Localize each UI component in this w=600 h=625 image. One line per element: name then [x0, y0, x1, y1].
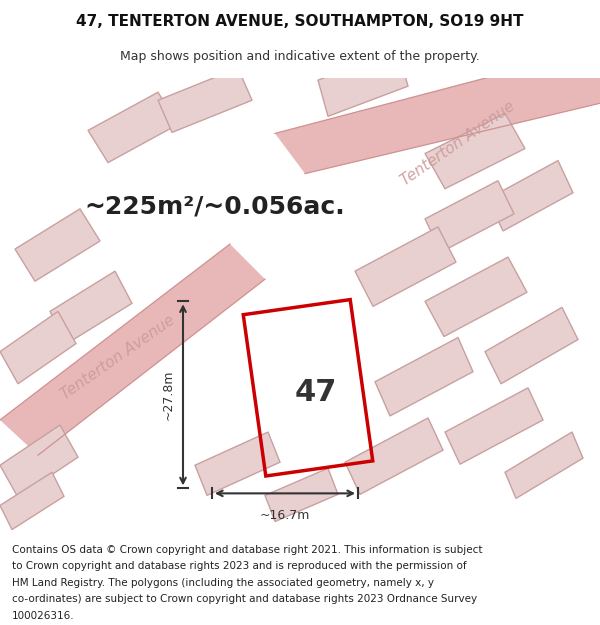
Polygon shape: [0, 311, 76, 384]
Text: 100026316.: 100026316.: [12, 611, 74, 621]
Text: ~225m²/~0.056ac.: ~225m²/~0.056ac.: [85, 195, 346, 219]
Text: Tenterton Avenue: Tenterton Avenue: [58, 312, 178, 402]
Polygon shape: [158, 68, 252, 132]
Text: 47: 47: [295, 378, 337, 408]
Polygon shape: [425, 113, 525, 189]
Text: ~16.7m: ~16.7m: [260, 509, 310, 522]
Text: Map shows position and indicative extent of the property.: Map shows position and indicative extent…: [120, 50, 480, 62]
Text: Tenterton Avenue: Tenterton Avenue: [398, 99, 518, 189]
Polygon shape: [425, 257, 527, 336]
Polygon shape: [375, 338, 473, 416]
Polygon shape: [195, 432, 280, 496]
Polygon shape: [505, 432, 583, 498]
Polygon shape: [50, 271, 132, 344]
Polygon shape: [345, 418, 443, 494]
Polygon shape: [355, 227, 456, 306]
Text: Contains OS data © Crown copyright and database right 2021. This information is : Contains OS data © Crown copyright and d…: [12, 545, 482, 555]
Text: to Crown copyright and database rights 2023 and is reproduced with the permissio: to Crown copyright and database rights 2…: [12, 561, 467, 571]
Polygon shape: [0, 425, 78, 498]
Text: HM Land Registry. The polygons (including the associated geometry, namely x, y: HM Land Registry. The polygons (includin…: [12, 578, 434, 587]
Polygon shape: [488, 161, 573, 231]
Polygon shape: [425, 181, 514, 252]
Polygon shape: [0, 472, 64, 529]
Polygon shape: [485, 308, 578, 384]
Polygon shape: [265, 468, 338, 521]
Polygon shape: [0, 244, 265, 455]
Polygon shape: [318, 50, 408, 116]
Text: ~27.8m: ~27.8m: [162, 369, 175, 420]
Text: co-ordinates) are subject to Crown copyright and database rights 2023 Ordnance S: co-ordinates) are subject to Crown copyr…: [12, 594, 477, 604]
Polygon shape: [88, 92, 178, 162]
Polygon shape: [15, 209, 100, 281]
Polygon shape: [445, 388, 543, 464]
Text: 47, TENTERTON AVENUE, SOUTHAMPTON, SO19 9HT: 47, TENTERTON AVENUE, SOUTHAMPTON, SO19 …: [76, 14, 524, 29]
Polygon shape: [275, 48, 600, 174]
